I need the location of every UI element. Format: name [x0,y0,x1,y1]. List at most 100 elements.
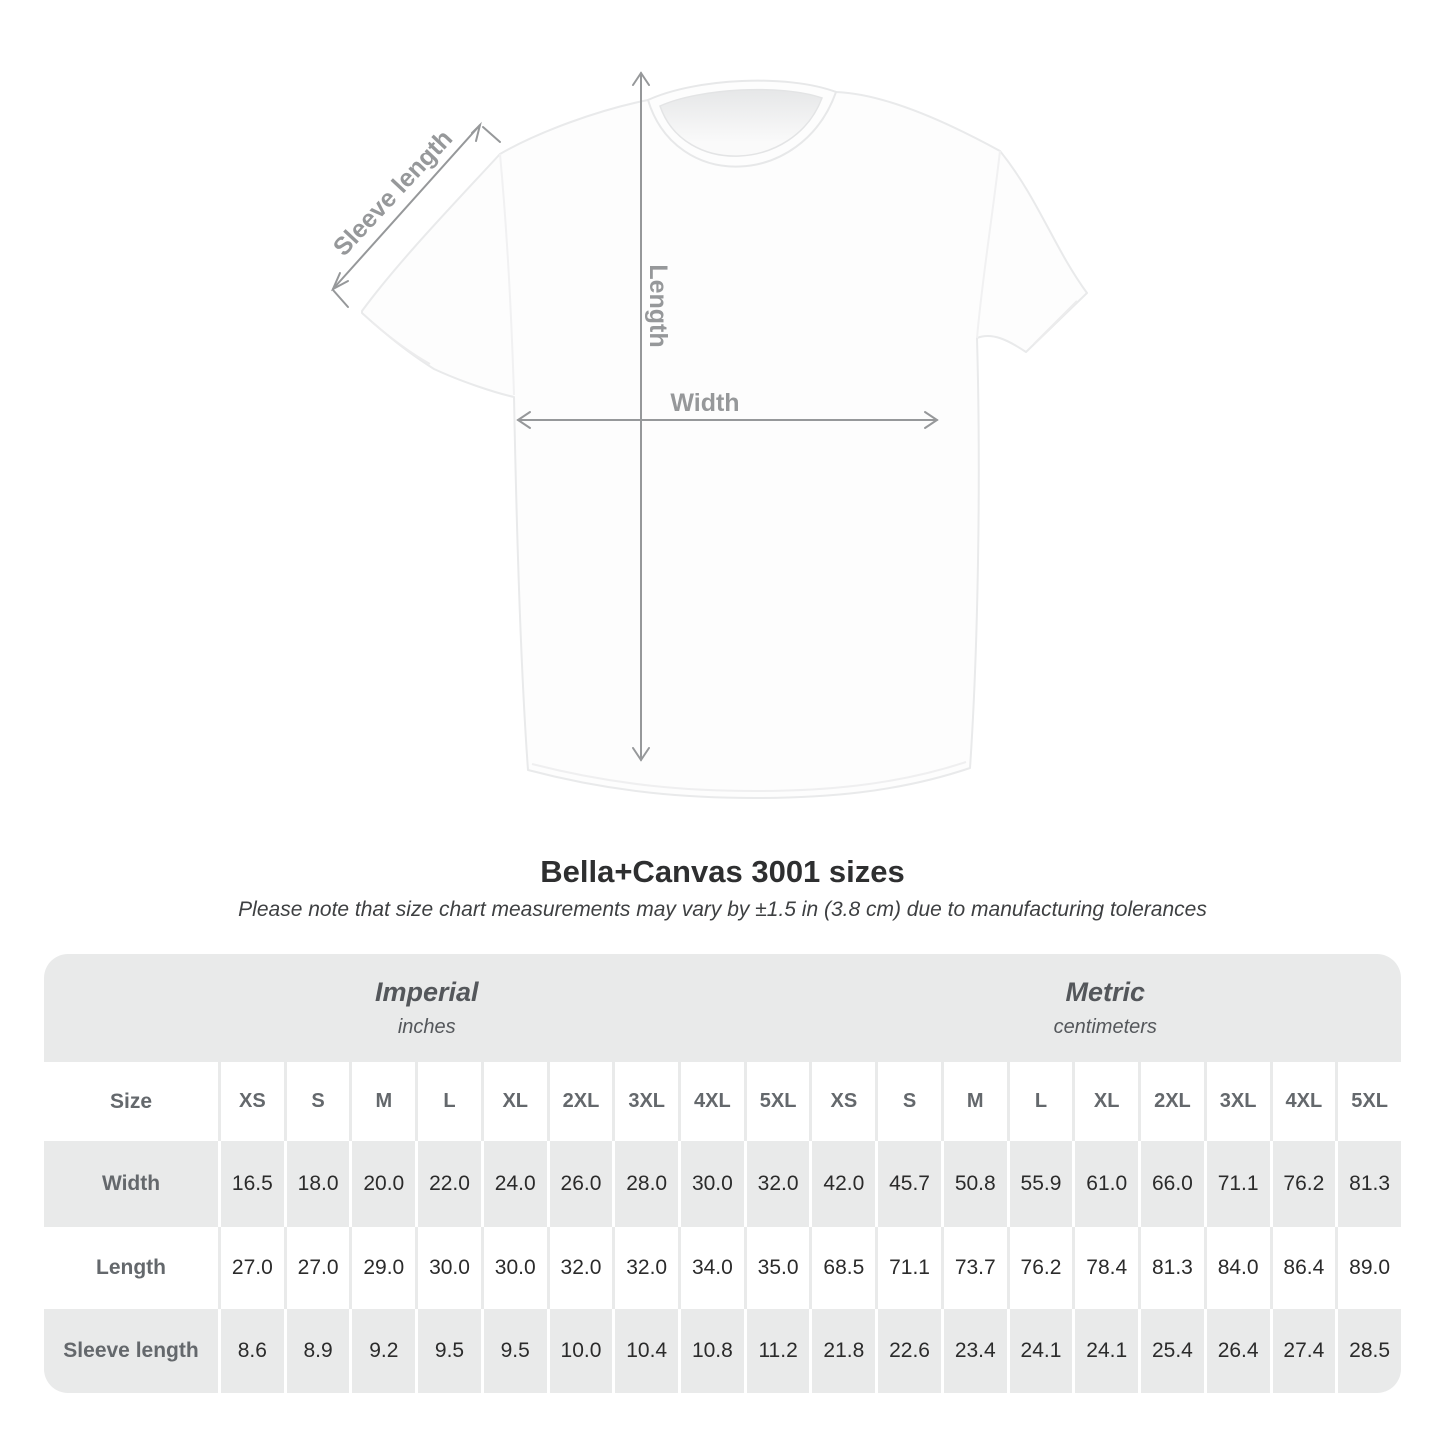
size-column-header: 3XL [1203,1062,1270,1141]
left-cuff-hem-seam [371,321,431,365]
value-cell: 8.9 [283,1309,350,1393]
width-arrow [516,411,939,429]
value-cell: 30.0 [678,1141,744,1227]
value-cell: 10.4 [612,1309,678,1393]
value-cell: 26.4 [1203,1309,1270,1393]
value-cell: 24.0 [480,1141,547,1227]
value-cell: 22.6 [875,1309,941,1393]
value-cell: 24.1 [1072,1309,1138,1393]
row-label: Length [96,1256,166,1279]
value-cell: 9.5 [415,1309,481,1393]
size-column-header: 2XL [1138,1062,1204,1141]
size-column-header: L [1006,1062,1073,1141]
size-column-header: 4XL [678,1062,744,1141]
value-cell: 32.0 [546,1227,613,1309]
size-column-header: XS [218,1062,284,1141]
value-cell: 11.2 [743,1309,810,1393]
unit-group-header: Imperial inches Metric centimeters [44,954,1401,1062]
value-cell: 68.5 [809,1227,875,1309]
row-label: Width [101,1172,161,1195]
size-column-header: M [349,1062,415,1141]
value-cell: 26.0 [546,1141,613,1227]
value-cell: 81.3 [1335,1141,1401,1227]
size-table: Imperial inches Metric centimeters Size … [44,954,1401,1393]
measurement-row: Length 27.0 27.0 29.0 30.0 30.0 32.0 32.0 34.0 35… [44,1227,1401,1309]
right-shoulder-seam [976,150,1001,339]
metric-group-title: Metric [1065,977,1146,1007]
value-cell: 76.2 [1006,1227,1073,1309]
tshirt-graphic [361,79,1088,799]
imperial-group-header: Imperial inches [44,954,810,1062]
value-cell: 9.5 [480,1309,547,1393]
value-cell: 24.1 [1006,1309,1073,1393]
value-cell: 61.0 [1072,1141,1138,1227]
value-cell: 9.2 [349,1309,415,1393]
value-cell: 45.7 [875,1141,941,1227]
value-cell: 10.8 [678,1309,744,1393]
width-dimension-label: Width [670,389,739,417]
length-arrow [632,71,650,762]
value-cell: 28.0 [612,1141,678,1227]
value-cell: 42.0 [809,1141,875,1227]
value-cell: 32.0 [743,1141,810,1227]
value-cell: 27.4 [1269,1309,1336,1393]
page-title: Bella+Canvas 3001 sizes [540,854,905,889]
value-cell: 18.0 [283,1141,350,1227]
row-label: Sleeve length [63,1339,199,1362]
value-cell: 27.0 [283,1227,350,1309]
measurement-row: Width 16.5 18.0 20.0 22.0 24.0 26.0 28.0 30.0 32.… [44,1141,1401,1227]
bottom-hem-seam [531,761,967,793]
value-cell: 29.0 [349,1227,415,1309]
size-column-header: S [875,1062,941,1141]
value-cell: 28.5 [1335,1309,1401,1393]
metric-group-unit: centimeters [1053,1016,1157,1038]
size-column-header: XS [809,1062,875,1141]
size-column-header: XL [1072,1062,1138,1141]
value-cell: 71.1 [1203,1141,1270,1227]
tolerance-note: Please note that size chart measurements… [238,898,1207,921]
value-cell: 78.4 [1072,1227,1138,1309]
value-cell: 71.1 [875,1227,941,1309]
value-cell: 66.0 [1138,1141,1204,1227]
size-header-row: Size XS S M L XL 2XL 3XL 4XL 5XL XS S M L XL 2XL 3XL 4XL… [44,1062,1401,1141]
size-column-header: 2XL [546,1062,613,1141]
value-cell: 22.0 [415,1141,481,1227]
value-cell: 21.8 [809,1309,875,1393]
length-dimension-label: Length [644,264,672,347]
size-column-header: 3XL [612,1062,678,1141]
value-cell: 8.6 [218,1309,284,1393]
value-cell: 81.3 [1138,1227,1204,1309]
imperial-group-title: Imperial [374,977,479,1007]
size-column-header: M [940,1062,1007,1141]
left-shoulder-seam [499,153,515,396]
right-cuff-hem-seam [1033,300,1078,345]
value-cell: 25.4 [1138,1309,1204,1393]
tshirt-body [361,81,1088,799]
size-column-header: 5XL [1335,1062,1401,1141]
size-column-header: XL [480,1062,547,1141]
size-column-header: S [283,1062,350,1141]
value-cell: 32.0 [612,1227,678,1309]
imperial-group-unit: inches [397,1016,456,1038]
value-cell: 73.7 [940,1227,1007,1309]
value-cell: 50.8 [940,1141,1007,1227]
value-cell: 84.0 [1203,1227,1270,1309]
value-cell: 30.0 [480,1227,547,1309]
size-corner-label: Size [109,1089,153,1113]
value-cell: 35.0 [743,1227,810,1309]
value-cell: 76.2 [1269,1141,1336,1227]
size-column-header: L [415,1062,481,1141]
value-cell: 20.0 [349,1141,415,1227]
metric-group-header: Metric centimeters [810,954,1402,1062]
sleeve-length-arrow [330,121,501,308]
value-cell: 86.4 [1269,1227,1336,1309]
value-cell: 89.0 [1335,1227,1401,1309]
value-cell: 55.9 [1006,1141,1073,1227]
size-column-header: 5XL [743,1062,810,1141]
tshirt-measurement-diagram: Width Length Sleeve length [328,71,1088,799]
size-column-header: 4XL [1269,1062,1336,1141]
value-cell: 27.0 [218,1227,284,1309]
value-cell: 10.0 [546,1309,613,1393]
value-cell: 34.0 [678,1227,744,1309]
